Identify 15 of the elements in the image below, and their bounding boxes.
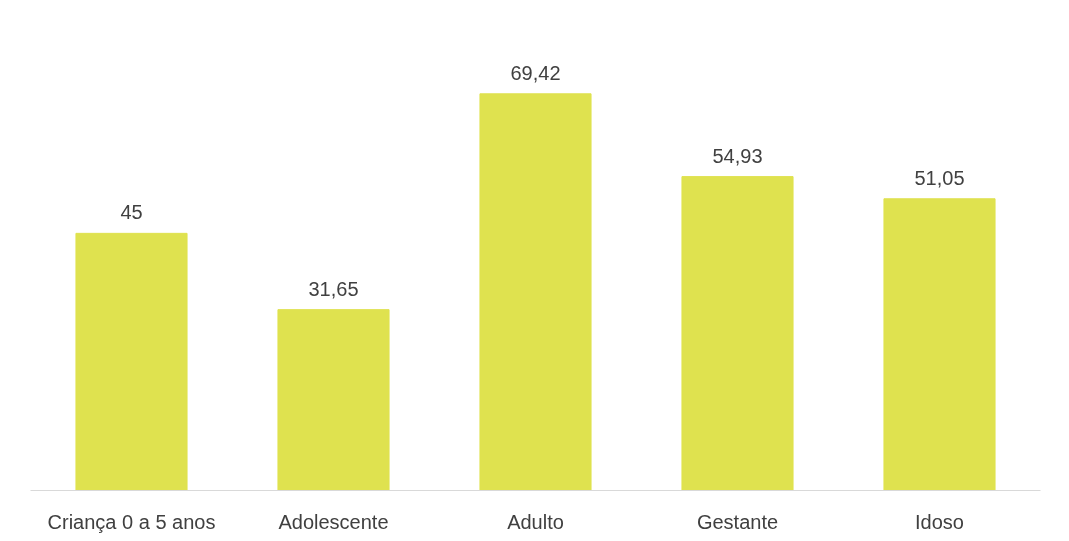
bar <box>479 93 592 491</box>
bar <box>75 232 188 491</box>
x-tick-label: Adolescente <box>278 510 389 533</box>
data-label: 54,93 <box>712 144 763 167</box>
x-tick-label: Gestante <box>696 510 779 533</box>
bar <box>681 176 794 491</box>
bar <box>883 198 996 491</box>
x-tick-label: Idoso <box>915 510 964 533</box>
x-tick-label: Criança 0 a 5 anos <box>47 510 216 533</box>
bar <box>277 309 390 491</box>
data-label: 45 <box>120 201 143 224</box>
data-label: 51,05 <box>914 166 965 189</box>
x-tick-label: Adulto <box>507 510 564 533</box>
data-label: 31,65 <box>308 277 359 300</box>
data-label: 69,42 <box>510 61 561 84</box>
